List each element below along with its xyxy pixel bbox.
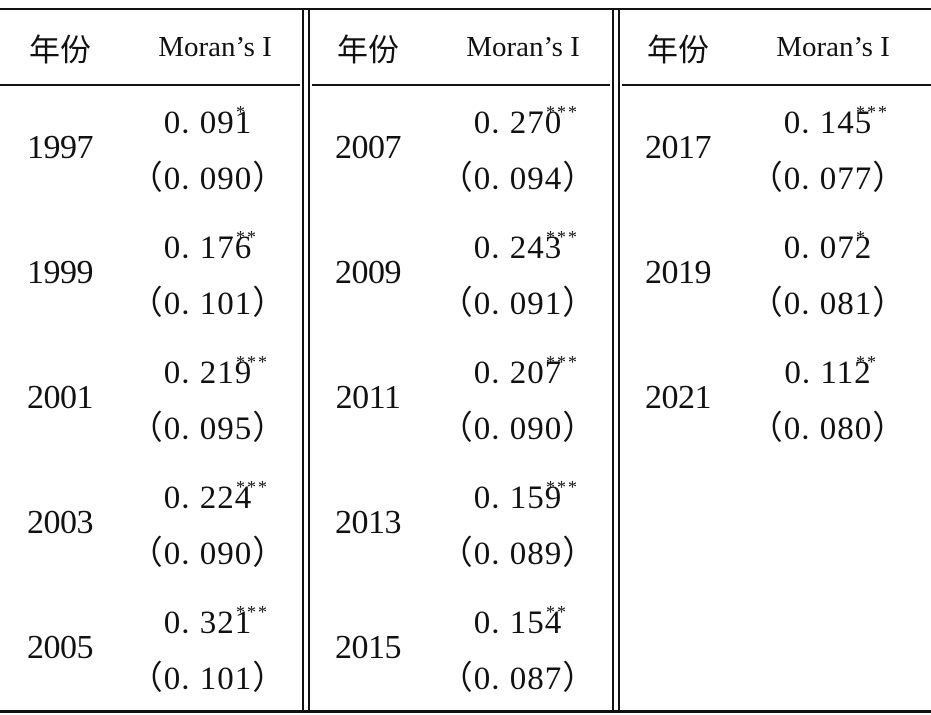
significance-stars: ***	[546, 227, 579, 247]
significance-stars: *	[236, 102, 247, 122]
significance-stars: **	[546, 602, 568, 622]
standard-error: （0. 094）	[439, 161, 597, 197]
standard-error: （0. 101）	[129, 661, 287, 697]
significance-stars: ***	[546, 352, 579, 372]
significance-stars: ***	[236, 352, 269, 372]
moran-value: 0. 154	[473, 604, 563, 641]
year-cell: 2011	[335, 379, 401, 416]
year-cell: 2013	[335, 504, 402, 541]
moran-value: 0. 270	[473, 104, 563, 141]
header-moran-1: Moran’s I	[158, 30, 272, 63]
standard-error: （0. 077）	[749, 161, 907, 197]
moran-value: 0. 159	[473, 479, 563, 516]
year-cell: 2007	[335, 129, 402, 166]
header-year-2: 年份	[337, 32, 399, 69]
table-top-rule	[0, 8, 931, 10]
moran-value: 0. 112	[784, 354, 872, 391]
moran-value: 0. 219	[163, 354, 253, 391]
significance-stars: ***	[546, 102, 579, 122]
group-divider-2b	[618, 8, 620, 712]
moran-value: 0. 072	[783, 229, 873, 266]
standard-error: （0. 090）	[129, 161, 287, 197]
moran-value: 0. 243	[473, 229, 563, 266]
year-cell: 2003	[27, 504, 94, 541]
significance-stars: ***	[856, 102, 889, 122]
header-rule-group-2	[312, 84, 610, 86]
table-bottom-rule	[0, 710, 931, 713]
significance-stars: ***	[236, 477, 269, 497]
year-cell: 2009	[335, 254, 402, 291]
moran-value: 0. 321	[163, 604, 253, 641]
header-year-3: 年份	[647, 32, 709, 69]
standard-error: （0. 101）	[129, 286, 287, 322]
header-moran-2: Moran’s I	[466, 30, 580, 63]
header-moran-3: Moran’s I	[776, 30, 890, 63]
moran-value: 0. 224	[163, 479, 253, 516]
standard-error: （0. 087）	[439, 661, 597, 697]
standard-error: （0. 080）	[749, 411, 907, 447]
header-rule-group-3	[622, 84, 931, 86]
moran-value: 0. 145	[783, 104, 873, 141]
moran-value: 0. 091	[163, 104, 253, 141]
standard-error: （0. 090）	[129, 536, 287, 572]
group-divider-1b	[308, 8, 310, 712]
standard-error: （0. 081）	[749, 286, 907, 322]
year-cell: 2015	[335, 629, 402, 666]
year-cell: 2005	[27, 629, 94, 666]
significance-stars: ***	[546, 477, 579, 497]
standard-error: （0. 095）	[129, 411, 287, 447]
standard-error: （0. 090）	[439, 411, 597, 447]
year-cell: 2021	[645, 379, 712, 416]
year-cell: 1997	[27, 129, 94, 166]
header-year-1: 年份	[29, 32, 91, 69]
year-cell: 2017	[645, 129, 712, 166]
significance-stars: ***	[236, 602, 269, 622]
group-divider-1a	[302, 8, 304, 712]
significance-stars: **	[856, 352, 878, 372]
moran-value: 0. 176	[163, 229, 253, 266]
standard-error: （0. 089）	[439, 536, 597, 572]
year-cell: 2019	[645, 254, 712, 291]
standard-error: （0. 091）	[439, 286, 597, 322]
significance-stars: *	[856, 227, 867, 247]
group-divider-2a	[612, 8, 614, 712]
header-rule-group-1	[0, 84, 300, 86]
year-cell: 1999	[27, 254, 94, 291]
year-cell: 2001	[27, 379, 94, 416]
moran-value: 0. 207	[473, 354, 563, 391]
significance-stars: **	[236, 227, 258, 247]
